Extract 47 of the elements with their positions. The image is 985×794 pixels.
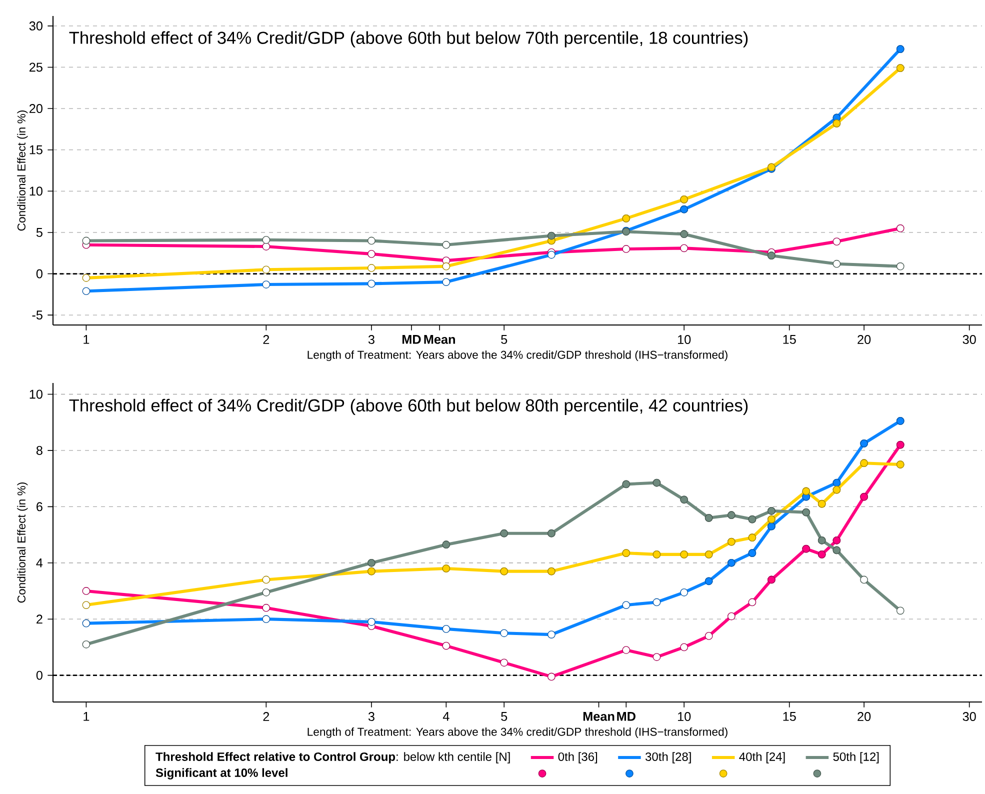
legend-label: 40th [24] (739, 752, 785, 764)
x-tick-label: 15 (783, 335, 796, 344)
y-tick-label: 0 (36, 670, 42, 680)
x-axis-title: Length of Treatment: Years above the 34% credit/GDP threshold (IHS−transformed) (308, 350, 728, 362)
x-tick-label: 30 (962, 335, 976, 344)
x-tick-label: 2 (263, 335, 270, 344)
x-tick-label: 2 (263, 712, 270, 721)
text: Significant at 10% level (156, 768, 288, 780)
y-tick-label: 2 (36, 614, 42, 624)
x-tick-label: 10 (678, 335, 691, 344)
x-tick-label: 10 (678, 712, 691, 722)
y-tick-label: 8 (36, 446, 42, 455)
x-tick-label: 20 (858, 712, 871, 722)
x-tick-label: 3 (368, 712, 374, 722)
y-tick-label: 30 (29, 21, 42, 30)
y-tick-label: 10 (30, 186, 42, 196)
x-tick-label: 3 (368, 335, 374, 344)
y-tick-label: 20 (30, 104, 42, 114)
y-tick-label: 15 (30, 145, 42, 154)
x-tick-label: Mean (583, 712, 614, 721)
legend-title: Threshold Effect relative to Control Group: below kth centile [N] (156, 752, 510, 764)
y-axis-title: Conditional Effect (in %) (17, 482, 28, 603)
x-tick-label: 5 (501, 712, 508, 721)
x-tick-label: 5 (501, 335, 508, 344)
x-tick-label: MD (402, 335, 421, 344)
legend-label: 30th [28] (646, 752, 691, 764)
y-tick-label: 10 (30, 390, 42, 399)
x-tick-label: 1 (84, 712, 90, 721)
legend-label: 0th [36] (558, 752, 598, 764)
y-tick-label: 5 (36, 228, 42, 237)
x-tick-label: 15 (783, 712, 796, 721)
x-tick-label: MD (617, 712, 636, 721)
legend-label: 50th [12] (833, 752, 879, 764)
y-tick-label: 6 (36, 502, 42, 512)
x-tick-label: 20 (858, 335, 871, 344)
x-axis-title: Length of Treatment: Years above the 34% credit/GDP threshold (IHS−transformed) (308, 727, 728, 738)
y-tick-label: 25 (30, 62, 42, 72)
text: Threshold effect of 34% Credit/GDP (above 60th but below 70th percentile, 18 countries) (69, 31, 748, 48)
text: Threshold effect of 34% Credit/GDP (above 60th but below 80th percentile, 42 countries) (69, 398, 748, 416)
y-axis-title: Conditional Effect (in %) (17, 110, 28, 231)
y-tick-label: 0 (36, 269, 42, 278)
x-tick-label: 1 (84, 335, 90, 344)
x-tick-label: Mean (424, 335, 455, 344)
x-tick-label: 4 (442, 712, 450, 721)
y-tick-label: -5 (32, 310, 42, 320)
x-tick-label: 30 (962, 712, 976, 722)
y-tick-label: 4 (36, 558, 43, 568)
